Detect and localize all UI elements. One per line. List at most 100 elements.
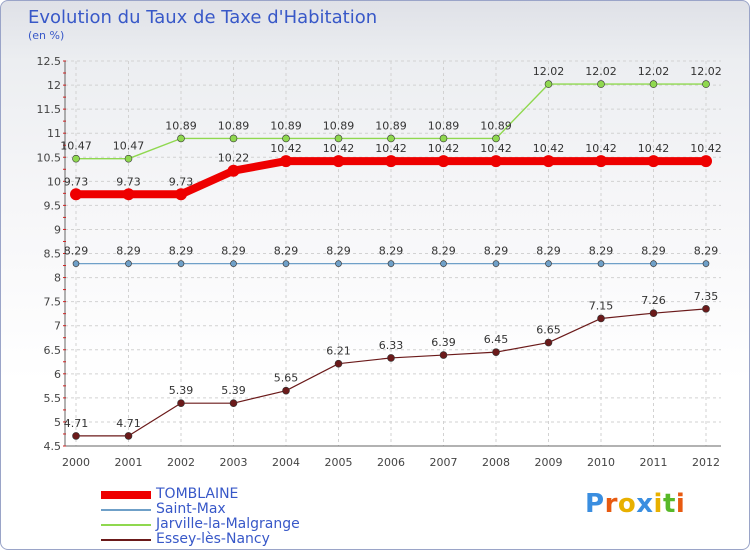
chart-title: Evolution du Taux de Taxe d'Habitation — [28, 7, 378, 28]
data-label: 10.89 — [375, 119, 407, 132]
data-label: 5.65 — [274, 372, 299, 385]
logo-letter: t — [662, 489, 676, 519]
data-point — [492, 260, 500, 267]
logo-letter: x — [636, 489, 654, 519]
data-label: 8.29 — [379, 245, 404, 258]
data-label: 8.29 — [169, 245, 194, 258]
data-point — [177, 260, 185, 267]
y-tick-label: 12.5 — [37, 55, 62, 68]
y-tick-label: 10.5 — [37, 151, 62, 164]
data-label: 10.42 — [323, 142, 355, 155]
data-point — [595, 155, 607, 168]
x-tick-label: 2004 — [272, 456, 300, 469]
y-tick-label: 5 — [54, 416, 61, 429]
data-point — [230, 260, 237, 267]
data-point — [544, 338, 553, 347]
data-point — [70, 188, 82, 201]
data-point — [335, 260, 342, 267]
data-label: 8.29 — [484, 245, 509, 258]
legend-item: Jarville-la-Malgrange — [101, 516, 361, 532]
data-label: 8.29 — [221, 245, 246, 258]
y-tick-label: 11 — [47, 127, 61, 140]
data-label: 8.29 — [326, 245, 351, 258]
data-label: 9.73 — [64, 175, 89, 188]
data-point — [280, 155, 292, 168]
legend-label: Essey-lès-Nancy — [156, 531, 270, 547]
data-point — [649, 80, 658, 88]
data-point — [702, 80, 710, 88]
data-point — [492, 348, 500, 356]
data-label: 4.71 — [116, 417, 141, 430]
data-point — [385, 155, 397, 168]
data-label: 8.29 — [431, 245, 456, 258]
line-chart: 4.5 5 5.5 6 6.5 7 7.5 8 8.5 9 9.5 10 10.5 11 11.5 12 12.… — [37, 55, 722, 469]
data-point — [282, 386, 290, 395]
legend-swatch — [101, 491, 151, 499]
legend-label: Saint-Max — [156, 501, 226, 517]
logo-letter: o — [617, 489, 637, 519]
data-point — [597, 260, 605, 267]
data-point — [387, 354, 395, 362]
chart-subtitle: (en %) — [28, 29, 65, 42]
y-tick-label: 6.5 — [44, 344, 62, 357]
data-label: 10.89 — [480, 119, 512, 132]
x-tick-label: 2012 — [692, 456, 720, 469]
data-point — [545, 260, 552, 267]
data-point — [334, 359, 343, 368]
proxiti-logo: Proxiti — [585, 489, 685, 519]
legend-swatch — [101, 509, 151, 511]
legend-swatch — [101, 524, 151, 526]
data-label: 6.45 — [484, 333, 509, 346]
data-point — [700, 155, 712, 168]
data-point — [597, 314, 605, 323]
data-point — [124, 154, 133, 163]
data-point — [72, 260, 80, 267]
data-point — [122, 188, 135, 201]
data-point — [647, 155, 660, 168]
y-tick-label: 7 — [54, 320, 61, 333]
data-point — [542, 155, 555, 168]
legend-swatch — [101, 539, 151, 541]
x-tick-label: 2011 — [640, 456, 668, 469]
x-tick-label: 2000 — [62, 456, 90, 469]
x-tick-label: 2005 — [325, 456, 353, 469]
data-label: 10.89 — [323, 119, 355, 132]
data-label: 8.29 — [694, 245, 719, 258]
grid — [65, 60, 721, 447]
data-point — [229, 399, 238, 407]
y-tick-label: 12 — [47, 79, 61, 92]
data-label: 10.22 — [218, 152, 250, 165]
data-point — [125, 260, 132, 267]
data-point — [492, 134, 500, 143]
data-label: 10.89 — [218, 119, 250, 132]
data-label: 12.02 — [638, 65, 670, 78]
y-tick-label: 4.5 — [44, 440, 62, 453]
data-point — [439, 134, 448, 143]
data-label: 4.71 — [64, 417, 89, 430]
data-point — [490, 155, 502, 168]
legend-item: TOMBLAINE — [101, 486, 361, 502]
data-label: 10.42 — [533, 142, 565, 155]
logo-letter: r — [604, 489, 618, 519]
x-tick-label: 2007 — [430, 456, 458, 469]
data-point — [175, 188, 187, 201]
data-label: 10.47 — [60, 140, 92, 153]
data-point — [282, 260, 290, 267]
data-point — [227, 164, 240, 177]
data-label: 5.39 — [169, 384, 194, 397]
data-label: 8.29 — [536, 245, 561, 258]
data-point — [229, 134, 238, 143]
data-label: 10.47 — [113, 140, 145, 153]
data-label: 8.29 — [64, 245, 89, 258]
legend-item: Saint-Max — [101, 501, 361, 517]
y-tick-label: 10 — [47, 175, 61, 188]
data-label: 8.29 — [116, 245, 141, 258]
data-label: 10.89 — [270, 119, 302, 132]
data-point — [72, 154, 80, 163]
x-tick-label: 2008 — [482, 456, 510, 469]
data-label: 9.73 — [116, 175, 141, 188]
data-label: 10.42 — [480, 142, 512, 155]
data-label: 12.02 — [533, 65, 565, 78]
data-point — [387, 260, 395, 267]
legend: TOMBLAINE Saint-Max Jarville-la-Malgrange E… — [101, 486, 361, 547]
